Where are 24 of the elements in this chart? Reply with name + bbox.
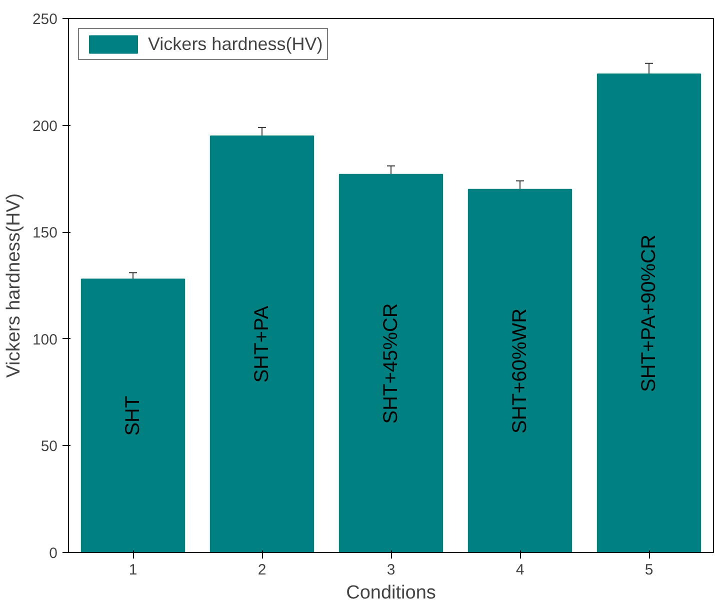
annotation: SHT+60%WR xyxy=(509,308,531,434)
bar xyxy=(210,135,314,552)
annotation: SHT+45%CR xyxy=(380,303,402,424)
y-tick-label: 100 xyxy=(32,331,58,348)
x-tick-label: 3 xyxy=(386,562,396,578)
x-axis-title: Conditions xyxy=(346,582,436,604)
x-tick-label: 2 xyxy=(258,562,266,578)
bar xyxy=(80,278,186,552)
y-tick-label: 250 xyxy=(32,11,58,28)
annotation: SHT+PA xyxy=(251,305,273,383)
bar xyxy=(468,188,572,552)
x-tick-label: 4 xyxy=(516,562,524,578)
y-tick-label: 50 xyxy=(40,438,58,456)
x-tick-label: 1 xyxy=(128,562,138,578)
legend-label: Vickers hardness(HV) xyxy=(148,34,323,54)
bar xyxy=(338,174,444,552)
y-axis-title: Vickers hardness(HV) xyxy=(3,193,24,378)
y-tick-label: 200 xyxy=(32,118,58,135)
annotation: SHT+PA+90%CR xyxy=(638,234,660,392)
y-tick-label: 0 xyxy=(49,545,58,562)
y-tick-label: 150 xyxy=(32,224,58,242)
bar xyxy=(596,74,702,552)
x-tick-label: 5 xyxy=(644,562,654,578)
annotation: SHT xyxy=(122,396,144,436)
